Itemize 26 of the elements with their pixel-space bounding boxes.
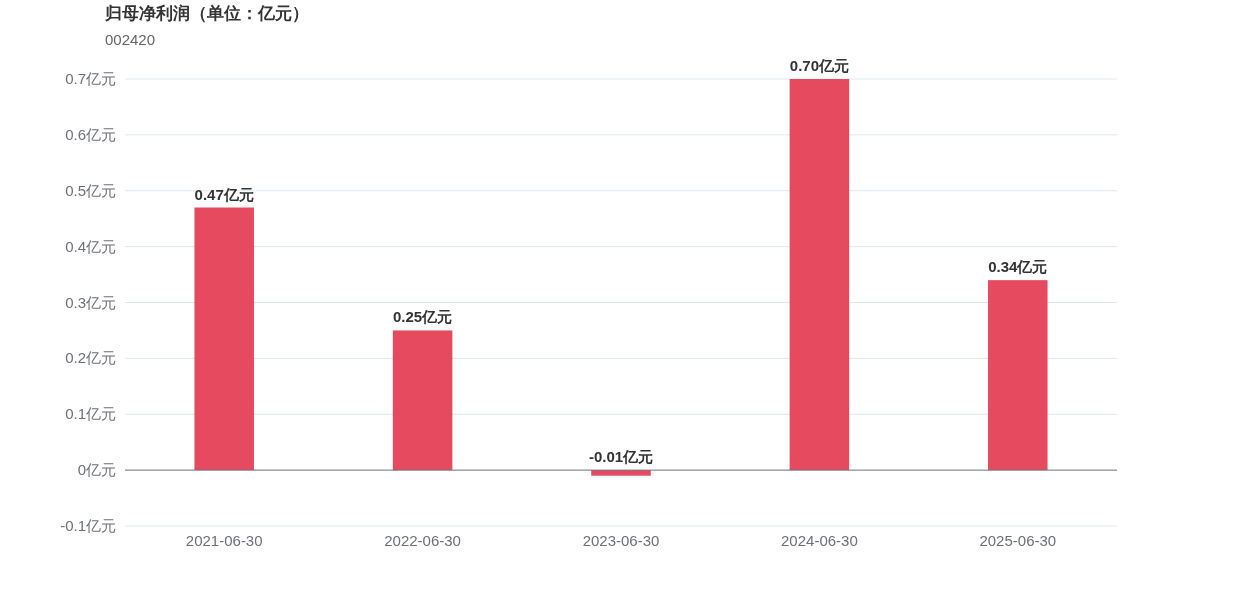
y-tick-label: 0.6亿元 bbox=[65, 125, 116, 143]
y-tick-label: 0亿元 bbox=[77, 461, 116, 479]
y-tick-label: 0.2亿元 bbox=[65, 349, 116, 367]
y-tick-label: 0.3亿元 bbox=[65, 293, 116, 311]
bar bbox=[988, 280, 1048, 471]
x-tick-label: 2025-06-30 bbox=[979, 532, 1057, 549]
data-label: 0.34亿元 bbox=[988, 258, 1048, 276]
bar bbox=[194, 207, 254, 471]
bar bbox=[392, 330, 453, 471]
bar bbox=[789, 79, 850, 471]
x-tick-label: 2023-06-30 bbox=[582, 532, 660, 549]
x-tick-label: 2024-06-30 bbox=[781, 532, 858, 549]
data-label: 0.70亿元 bbox=[789, 57, 849, 74]
bar bbox=[591, 470, 651, 476]
x-tick-label: 2021-06-30 bbox=[185, 532, 263, 549]
y-tick-label: 0.1亿元 bbox=[65, 405, 116, 423]
y-tick-label: 0.5亿元 bbox=[65, 181, 116, 199]
y-tick-label: 0.4亿元 bbox=[65, 237, 116, 255]
x-tick-label: 2022-06-30 bbox=[384, 532, 461, 549]
y-tick-label: 0.7亿元 bbox=[65, 70, 116, 87]
data-label: 0.25亿元 bbox=[393, 308, 453, 326]
chart-title: 归母净利润（单位：亿元） bbox=[104, 4, 309, 23]
chart-subtitle: 002420 bbox=[105, 31, 156, 48]
data-label: 0.47亿元 bbox=[194, 185, 254, 203]
y-tick-label: -0.1亿元 bbox=[60, 517, 116, 534]
data-label: -0.01亿元 bbox=[588, 448, 654, 466]
